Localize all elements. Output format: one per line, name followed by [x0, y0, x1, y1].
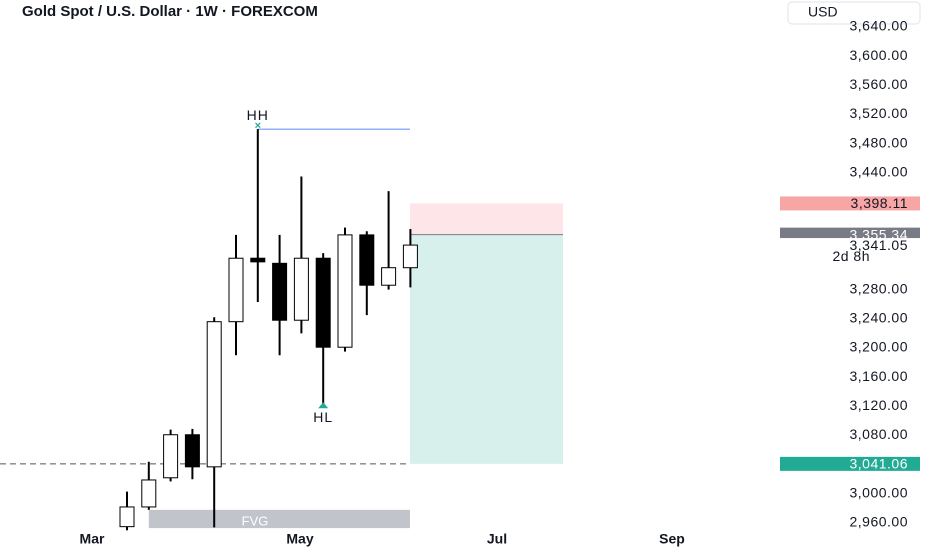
price-tag-label: 3,041.06 [850, 456, 909, 472]
price-tag-label: 3,341.05 [850, 237, 909, 253]
fvg-zone [148, 509, 411, 529]
candle-body [184, 434, 200, 468]
y-tick-label: 3,120.00 [850, 397, 909, 413]
hl-label: HL [313, 409, 333, 425]
y-tick-label: 3,640.00 [850, 18, 909, 34]
front-layer: 2,960.00 3,000.00 3,080.00 3,120.00 3,160.00… [80, 18, 920, 547]
y-tick-label: 3,600.00 [850, 47, 909, 63]
countdown: 2d 8h [832, 248, 870, 264]
candle-body [250, 257, 266, 263]
x-tick-label: Sep [659, 531, 685, 547]
y-tick-label: 3,000.00 [850, 485, 909, 501]
y-tick-label: 3,160.00 [850, 368, 909, 384]
x-tick-label: Mar [80, 531, 105, 547]
price-tag [780, 238, 920, 253]
candle-body [293, 257, 309, 321]
currency[interactable]: USD [808, 4, 838, 20]
candle-body [402, 244, 418, 269]
candle-body [163, 434, 179, 479]
price-tag [780, 456, 920, 471]
candle-body [315, 257, 331, 348]
price-tag [780, 196, 920, 211]
currency-box[interactable] [787, 1, 921, 25]
y-tick-label: 3,560.00 [850, 76, 909, 92]
x-tick-label: Jul [487, 531, 507, 547]
hh-label: HH [247, 107, 269, 123]
y-tick-label: 2,960.00 [850, 514, 909, 530]
stop-zone [410, 203, 563, 235]
candle-body [119, 506, 135, 528]
background-layer: FVG [0, 128, 563, 529]
chart-title: Gold Spot / U.S. Dollar · 1W · FOREXCOM [22, 3, 318, 20]
candle-body [337, 234, 353, 348]
fvg-label: FVG [242, 513, 269, 528]
price-tag-label: 3,398.11 [851, 195, 908, 211]
candle-body [206, 321, 222, 468]
y-tick-label: 3,480.00 [850, 134, 909, 150]
y-tick-label: 3,520.00 [850, 105, 909, 121]
y-tick-label: 3,240.00 [850, 309, 909, 325]
candle-body [272, 262, 288, 321]
x-tick-label: May [286, 531, 313, 547]
y-tick-label: 3,200.00 [850, 339, 909, 355]
y-tick-label: 3,440.00 [850, 164, 909, 180]
candle-body [381, 267, 397, 286]
target-zone [410, 234, 563, 464]
y-tick-label: 3,080.00 [850, 426, 909, 442]
candle-body [141, 479, 157, 508]
candle-body [359, 234, 375, 286]
y-tick-label: 3,280.00 [850, 280, 909, 296]
hh-marker: × [255, 120, 261, 132]
candle-body [228, 257, 244, 323]
hl-marker [318, 402, 329, 409]
